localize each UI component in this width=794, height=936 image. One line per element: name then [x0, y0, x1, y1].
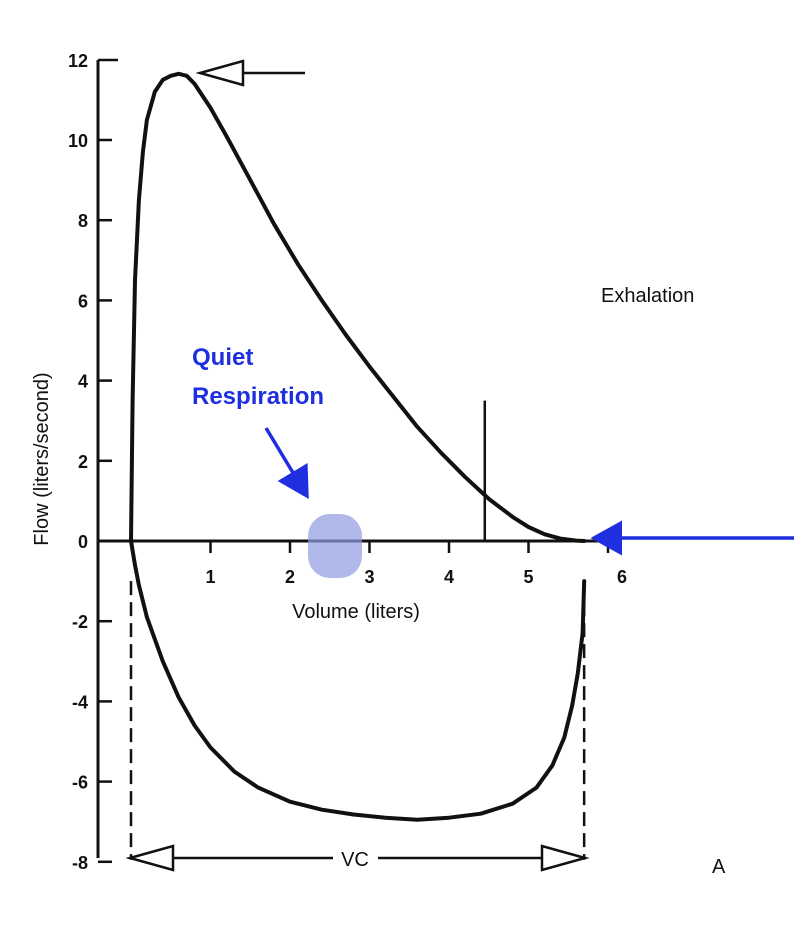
y-tick-label: 10 [68, 131, 88, 151]
y-tick-label: -8 [72, 853, 88, 873]
y-tick-label: -6 [72, 773, 88, 793]
y-tick-label: 6 [78, 291, 88, 311]
x-ticks: 1 2 3 4 5 6 [205, 541, 627, 587]
x-tick-label: 6 [617, 567, 627, 587]
peak-flow-arrowhead [195, 59, 245, 87]
x-tick-label: 3 [364, 567, 374, 587]
vc-left-arrowhead [125, 844, 175, 872]
y-tick-label: 8 [78, 211, 88, 231]
quiet-respiration-label-line2: Respiration [192, 383, 324, 410]
x-tick-label: 5 [523, 567, 533, 587]
y-tick-label: 2 [78, 452, 88, 472]
vc-right-arrowhead [540, 844, 590, 872]
inspiratory-curve [129, 539, 587, 822]
vc-label: VC [341, 849, 369, 871]
y-tick-label: 4 [78, 372, 88, 392]
y-tick-label: 0 [78, 532, 88, 552]
y-tick-label: -4 [72, 692, 88, 712]
quiet-respiration-arrow [264, 427, 309, 499]
x-axis-title: Volume (liters) [292, 601, 420, 623]
x-tick-label: 1 [205, 567, 215, 587]
panel-label: A [712, 856, 726, 878]
x-tick-label: 4 [444, 567, 454, 587]
quiet-respiration-label-line1: Quiet [192, 344, 253, 371]
quiet-respiration-blob [308, 514, 362, 578]
exhalation-label: Exhalation [601, 285, 694, 307]
expiratory-curve [129, 71, 587, 543]
y-tick-label: -2 [72, 612, 88, 632]
y-ticks: 12 10 8 6 4 2 0 -2 -4 -6 -8 [68, 51, 112, 873]
y-tick-label: 12 [68, 51, 88, 71]
x-tick-label: 2 [285, 567, 295, 587]
y-axis-title: Flow (liters/second) [31, 372, 53, 545]
